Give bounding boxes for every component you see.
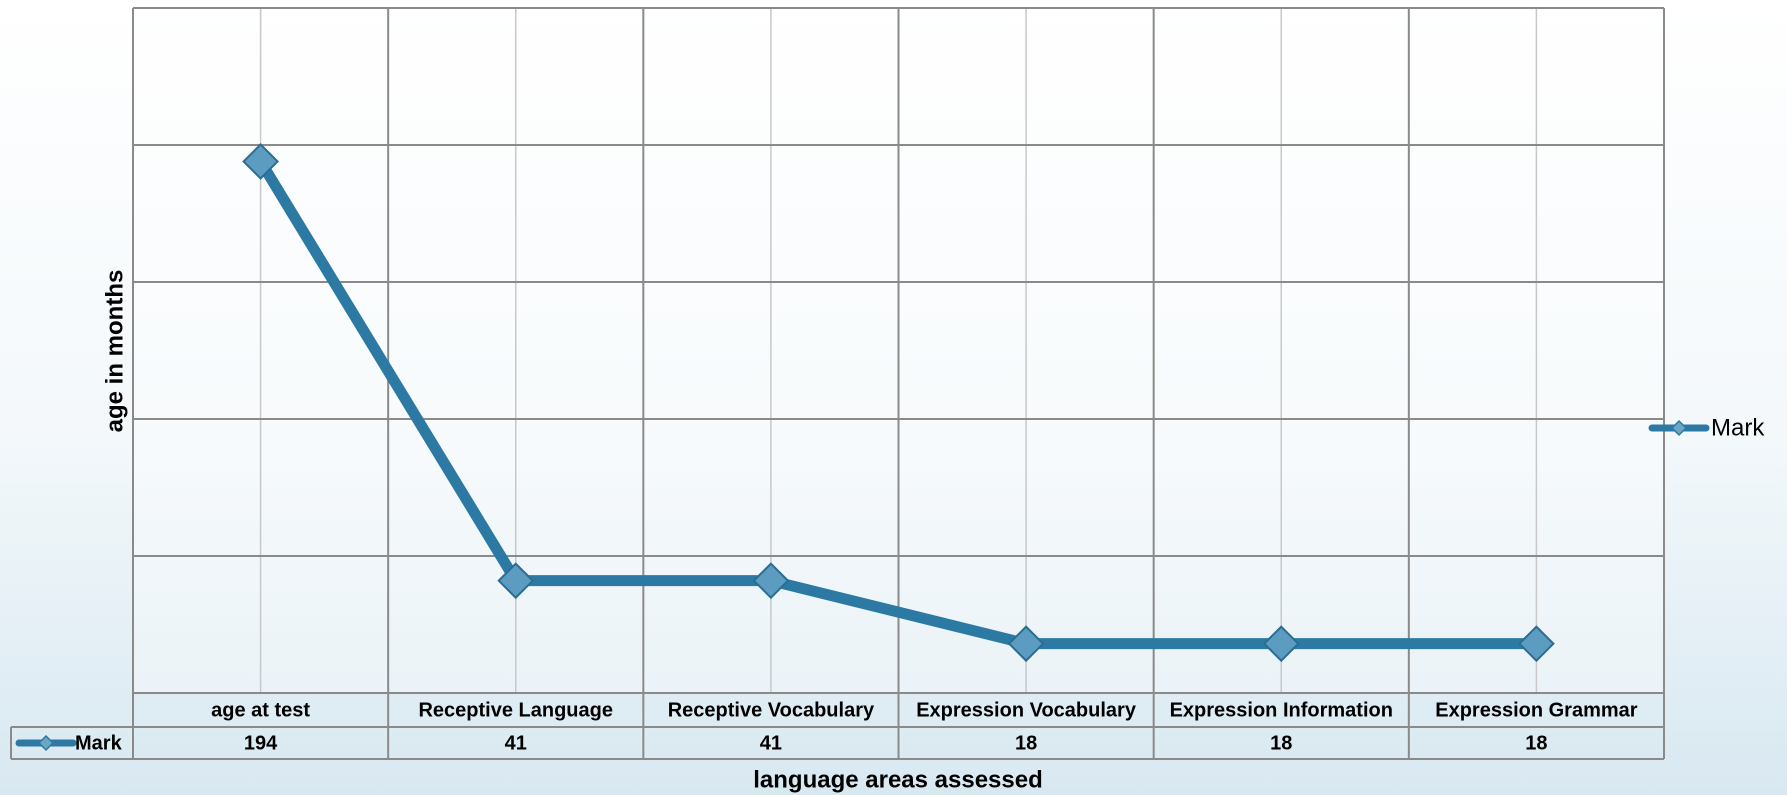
x-tick-label: Expression Vocabulary xyxy=(916,699,1137,721)
x-tick-label: Receptive Vocabulary xyxy=(668,699,875,721)
table-value: 41 xyxy=(505,732,527,754)
point xyxy=(752,562,790,600)
table-value: 18 xyxy=(1270,732,1292,754)
legend-label: Mark xyxy=(1711,414,1765,441)
table-series-name: Mark xyxy=(75,732,123,754)
x-tick-label: Receptive Language xyxy=(418,699,613,721)
point xyxy=(497,562,535,600)
table-value: 18 xyxy=(1015,732,1037,754)
x-tick-label: Expression Grammar xyxy=(1435,699,1638,721)
legend-marker xyxy=(37,734,55,752)
x-axis-title: language areas assessed xyxy=(753,766,1043,793)
point xyxy=(1518,625,1555,663)
table-value: 194 xyxy=(244,732,278,754)
table-value: 18 xyxy=(1525,732,1547,754)
legend-marker xyxy=(1670,419,1688,437)
point xyxy=(1007,625,1045,663)
point xyxy=(242,143,279,180)
y-axis-title: age in months xyxy=(101,270,128,433)
x-tick-label: Expression Information xyxy=(1170,699,1393,721)
table-value: 41 xyxy=(760,732,782,754)
point xyxy=(1262,625,1300,663)
series-line xyxy=(255,158,1537,650)
x-tick-label: age at test xyxy=(211,699,310,721)
